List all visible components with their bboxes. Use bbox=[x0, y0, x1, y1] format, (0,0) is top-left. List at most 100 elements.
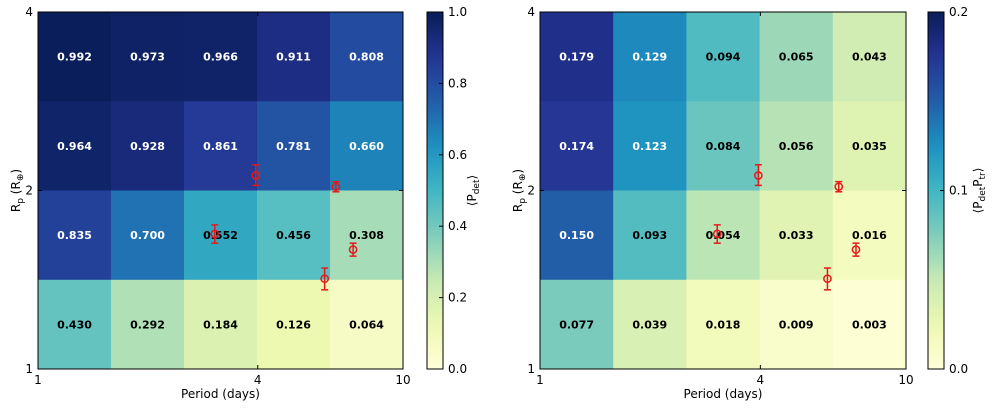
cell-value-label: 0.911 bbox=[276, 51, 311, 64]
cell-value-label: 0.084 bbox=[706, 140, 741, 153]
planet-point bbox=[210, 229, 220, 239]
x-axis-label: Period (days) bbox=[181, 387, 260, 401]
cell-value-label: 0.126 bbox=[276, 318, 311, 331]
planet-point bbox=[834, 182, 844, 192]
heatmap-cell bbox=[686, 12, 761, 102]
cell-value-label: 0.056 bbox=[779, 140, 814, 153]
colorbar-tick-label: 0.0 bbox=[448, 362, 467, 376]
cell-value-label: 0.808 bbox=[349, 51, 384, 64]
y-axis-label-part: ⊕ bbox=[518, 174, 528, 182]
cell-value-label: 0.018 bbox=[706, 318, 741, 331]
colorbar-label-part: tr bbox=[978, 172, 988, 180]
heatmap-cell bbox=[832, 101, 907, 191]
y-axis-label-part: R bbox=[511, 204, 525, 212]
planet-point bbox=[754, 171, 763, 180]
heatmap-cell bbox=[613, 279, 687, 370]
cell-value-label: 0.065 bbox=[779, 51, 814, 64]
colorbar bbox=[426, 11, 444, 370]
heatmap-cell bbox=[686, 101, 761, 191]
y-tick-label: 4 bbox=[527, 5, 535, 19]
y-axis-label-part: p bbox=[16, 198, 26, 204]
cell-value-label: 0.123 bbox=[632, 140, 667, 153]
y-tick-label: 1 bbox=[527, 362, 535, 376]
heatmap-cell bbox=[256, 190, 331, 281]
heatmap-cell bbox=[111, 279, 185, 370]
heatmap-cell bbox=[613, 101, 687, 191]
y-axis-label: Rp (R⊕) bbox=[9, 169, 26, 212]
heatmap-panel-2: 0.179 0.129 0.094 0.065 0.043 0.174 0.123 0.084… bbox=[511, 5, 988, 401]
colorbar-label-part: det bbox=[978, 186, 988, 201]
x-tick-label: 4 bbox=[757, 373, 765, 387]
cell-value-label: 0.456 bbox=[276, 229, 311, 242]
cell-value-label: 0.003 bbox=[852, 318, 887, 331]
planet-point bbox=[851, 245, 861, 254]
planet-point bbox=[712, 229, 722, 239]
colorbar-tick-label: 0.2 bbox=[448, 291, 467, 305]
heatmap-cell bbox=[686, 190, 761, 281]
y-axis-label-part: ⊕ bbox=[16, 174, 26, 182]
heatmap-cell bbox=[184, 101, 258, 191]
heatmap-cell bbox=[330, 101, 404, 191]
cell-value-label: 0.308 bbox=[349, 229, 384, 242]
planet-point bbox=[320, 274, 329, 284]
cell-value-label: 0.781 bbox=[276, 140, 311, 153]
heatmap-cell bbox=[832, 190, 907, 281]
x-tick-label: 1 bbox=[536, 373, 544, 387]
colorbar-label-part: ⟩ bbox=[971, 168, 985, 173]
x-tick-label: 10 bbox=[898, 373, 913, 387]
cell-value-label: 0.966 bbox=[203, 51, 238, 64]
heatmap-panel-1: 0.992 0.973 0.966 0.911 0.808 0.964 0.928 0.861… bbox=[9, 5, 482, 401]
heatmap-cell bbox=[184, 279, 258, 370]
heatmap-cell bbox=[540, 190, 614, 281]
colorbar-tick-label: 0.8 bbox=[448, 76, 467, 90]
colorbar-tick-label: 1.0 bbox=[448, 5, 467, 19]
colorbar-tick-label: 0.0 bbox=[949, 362, 968, 376]
heatmap-cell bbox=[111, 101, 185, 191]
heatmap-cell bbox=[759, 190, 834, 281]
heatmap-cell bbox=[330, 279, 404, 370]
cell-value-label: 0.093 bbox=[632, 229, 667, 242]
heatmap-cell bbox=[759, 101, 834, 191]
cell-value-label: 0.964 bbox=[57, 140, 92, 153]
planet-point bbox=[331, 182, 341, 192]
heatmap-cell bbox=[38, 101, 112, 191]
y-axis-label-part: R bbox=[9, 204, 23, 212]
heatmap-cell bbox=[38, 190, 112, 281]
heatmap-cell bbox=[832, 279, 907, 370]
heatmap-cell bbox=[256, 279, 331, 370]
cell-value-label: 0.054 bbox=[706, 229, 741, 242]
cell-value-label: 0.077 bbox=[559, 318, 594, 331]
y-axis-label: Rp (R⊕) bbox=[511, 169, 528, 212]
colorbar-tick-label: 0.4 bbox=[448, 219, 467, 233]
planet-point bbox=[348, 245, 358, 254]
y-axis-label-part: (R bbox=[9, 181, 23, 198]
cell-value-label: 0.174 bbox=[559, 140, 594, 153]
heatmap-cell bbox=[111, 12, 185, 102]
cell-value-label: 0.861 bbox=[203, 140, 238, 153]
colorbar-label-part: ⟨P bbox=[971, 202, 985, 214]
cell-value-label: 0.043 bbox=[852, 51, 887, 64]
cell-value-label: 0.016 bbox=[852, 229, 887, 242]
y-tick-label: 2 bbox=[527, 184, 535, 198]
heatmap-cell bbox=[256, 101, 331, 191]
heatmap-cell bbox=[111, 190, 185, 281]
y-axis-label-part: ) bbox=[9, 169, 23, 174]
cell-value-label: 0.033 bbox=[779, 229, 814, 242]
heatmap-cell bbox=[832, 12, 907, 102]
colorbar-label-part: det bbox=[472, 179, 482, 194]
cell-value-label: 0.928 bbox=[130, 140, 165, 153]
heatmap-cell bbox=[184, 12, 258, 102]
cell-value-label: 0.552 bbox=[203, 229, 238, 242]
heatmap-cell bbox=[256, 12, 331, 102]
heatmap-cell bbox=[613, 190, 687, 281]
heatmap-cell bbox=[540, 279, 614, 370]
y-axis-label-part: ) bbox=[511, 169, 525, 174]
colorbar-tick-label: 0.1 bbox=[949, 184, 968, 198]
colorbar-label-part: ⟩ bbox=[465, 175, 479, 180]
heatmap-cell bbox=[184, 190, 258, 281]
heatmap-cell bbox=[540, 12, 614, 102]
y-tick-label: 4 bbox=[25, 5, 33, 19]
cell-value-label: 0.064 bbox=[349, 318, 384, 331]
colorbar-label: ⟨Pdet⟩ bbox=[465, 175, 482, 206]
